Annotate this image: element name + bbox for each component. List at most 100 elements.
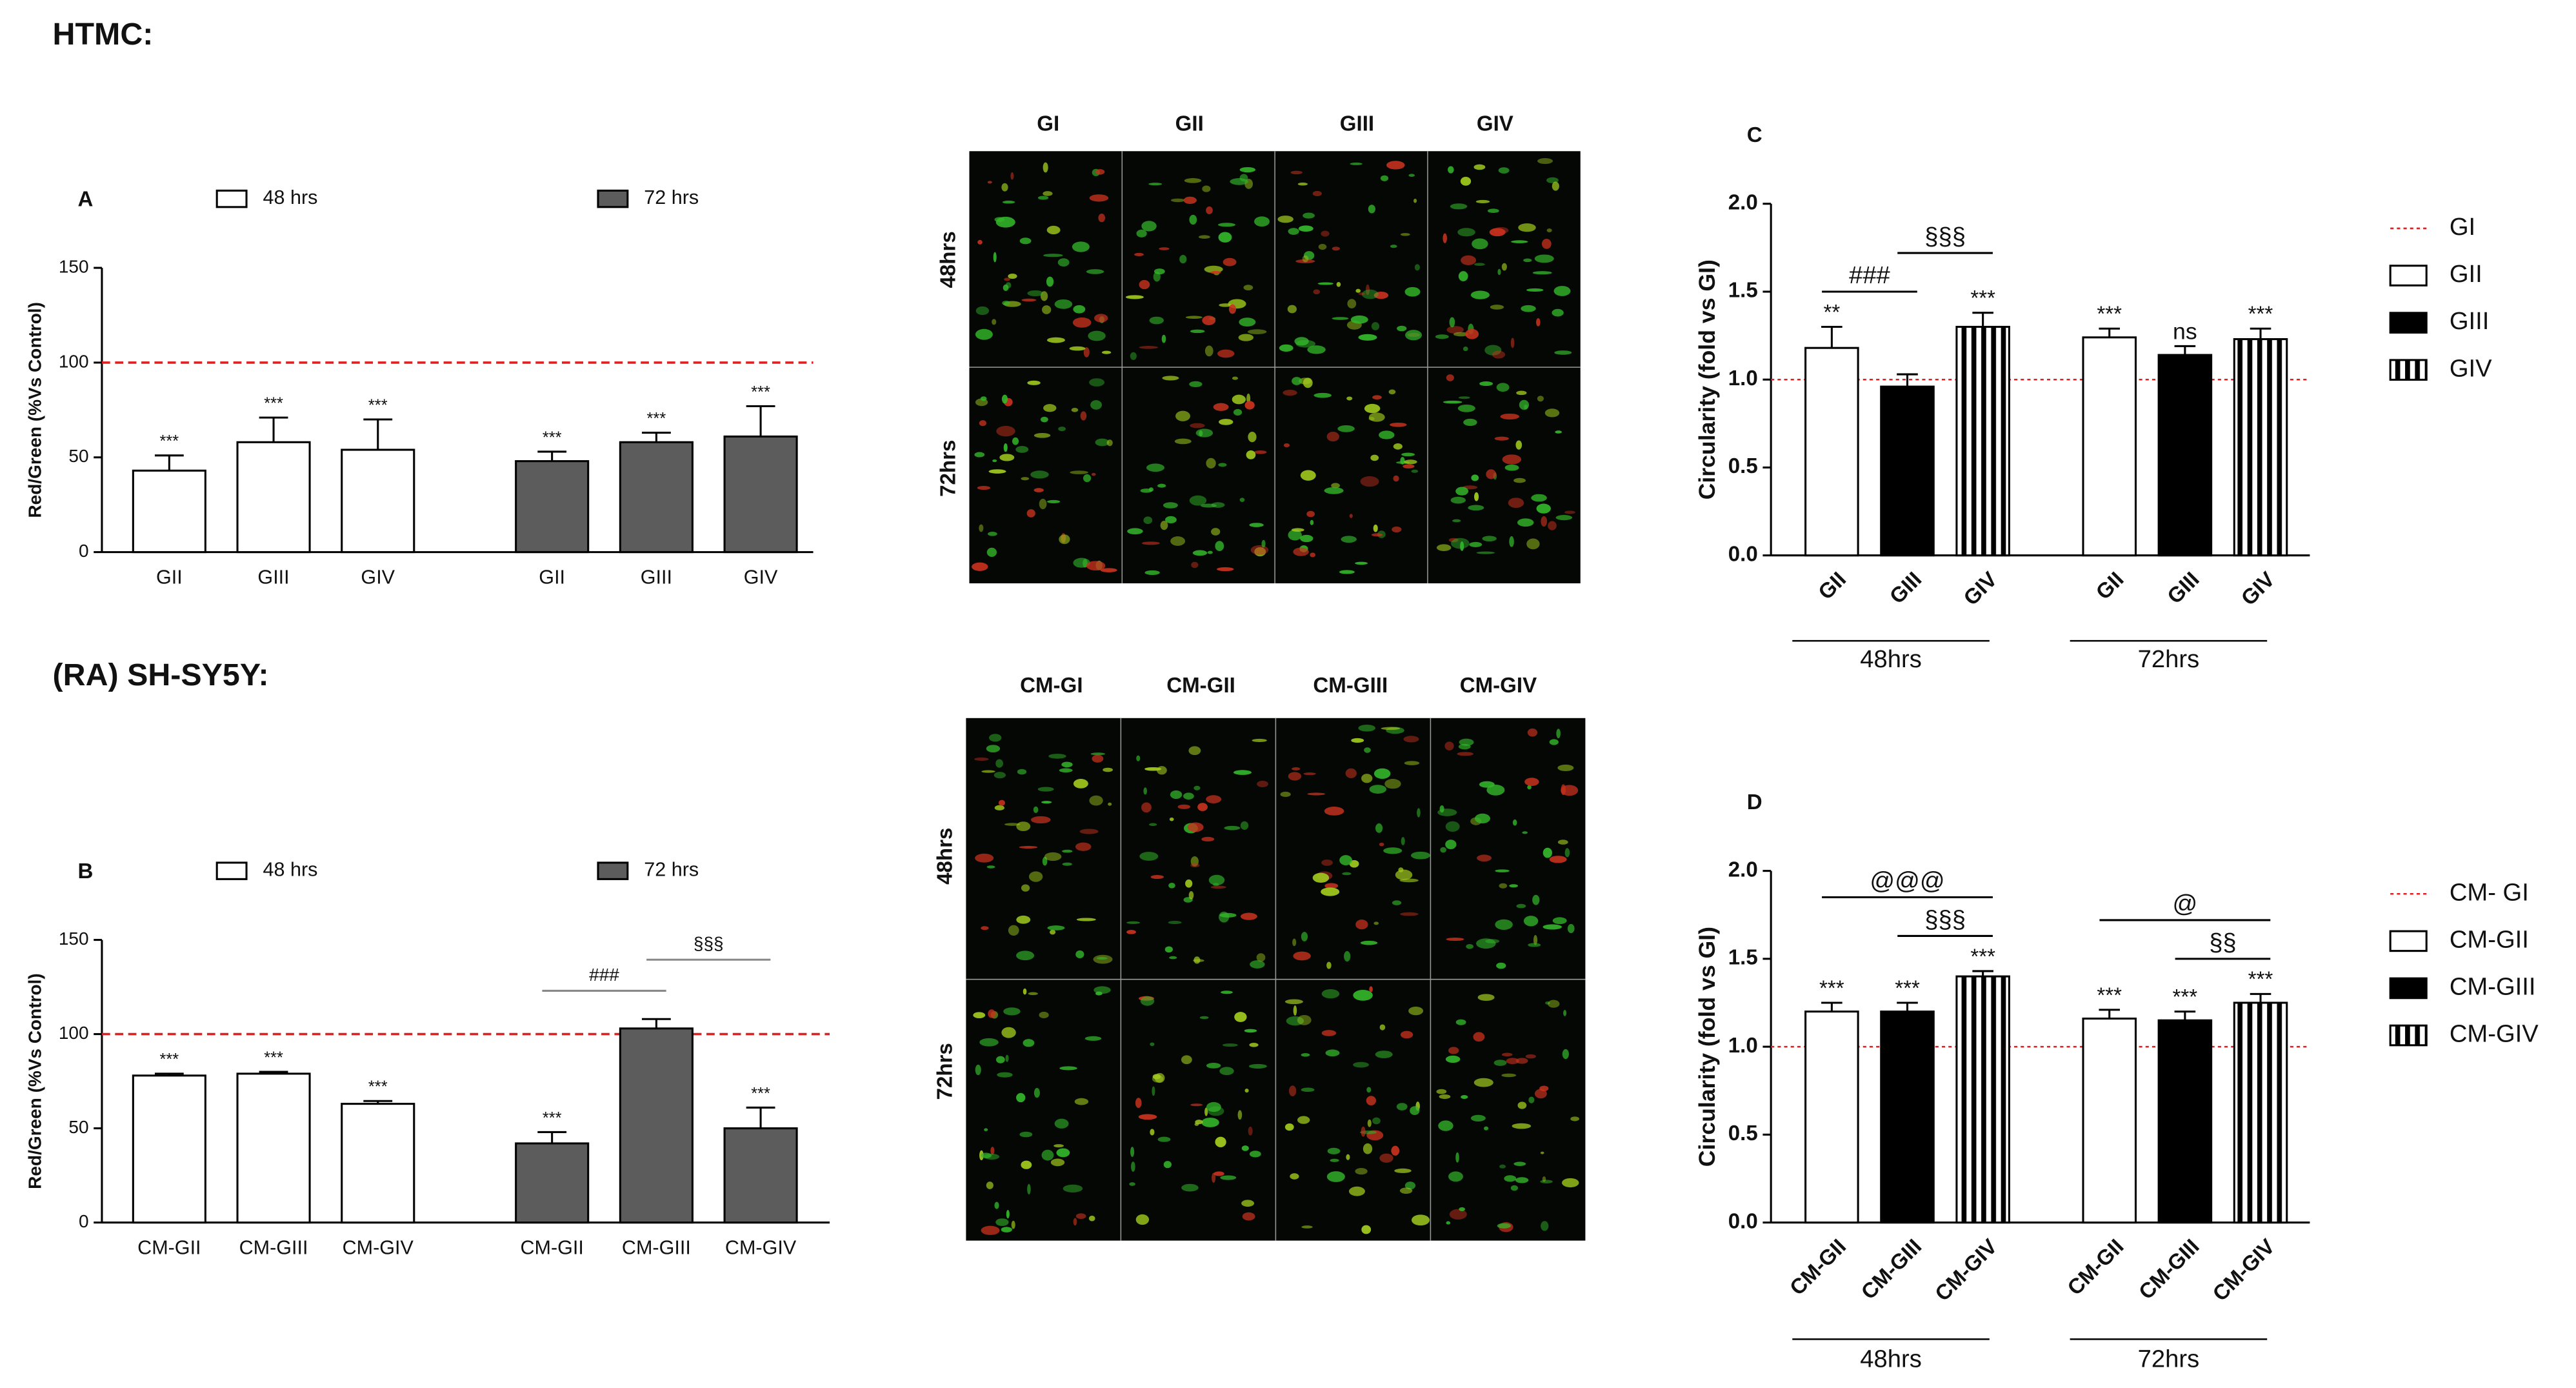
mitochondria-blob xyxy=(1324,487,1344,494)
mitochondria-blob xyxy=(1534,1089,1547,1099)
group-label: 72hrs xyxy=(2138,645,2200,673)
mitochondria-blob xyxy=(1403,464,1415,468)
mitochondria-blob xyxy=(1345,768,1357,779)
mitochondria-blob xyxy=(1162,376,1179,381)
mitochondria-blob xyxy=(989,734,1002,742)
mitochondria-blob xyxy=(1497,268,1501,276)
mitochondria-blob xyxy=(1295,259,1315,263)
mitochondria-blob xyxy=(1143,516,1153,525)
mitochondria-blob xyxy=(1360,476,1379,487)
mitochondria-blob xyxy=(1297,1116,1310,1124)
mitochondria-blob xyxy=(1455,487,1469,496)
bar xyxy=(236,441,311,554)
legend-swatch xyxy=(2389,265,2428,287)
mitochondria-blob xyxy=(1170,198,1185,203)
mitochondria-blob xyxy=(1280,791,1291,798)
micrograph-row-label: 72hrs xyxy=(934,1043,957,1100)
mitochondria-blob xyxy=(994,1202,999,1209)
mitochondria-blob xyxy=(1545,1001,1550,1005)
mitochondria-blob xyxy=(1001,183,1008,192)
x-tick-label: CM-GIV xyxy=(1931,1234,2002,1306)
error-bar xyxy=(1972,970,1993,977)
mitochondria-blob xyxy=(1096,957,1108,960)
mitochondria-blob xyxy=(1501,1073,1517,1078)
mitochondria-blob xyxy=(1136,755,1141,761)
mitochondria-blob xyxy=(1367,1119,1372,1127)
mitochondria-blob xyxy=(1371,533,1383,537)
legend-swatch xyxy=(2389,359,2428,381)
mitochondria-blob xyxy=(1437,809,1457,816)
y-tick-label: 0.0 xyxy=(1728,1209,1758,1233)
mitochondria-blob xyxy=(1144,570,1160,576)
mitochondria-blob xyxy=(1557,840,1568,845)
mitochondria-blob xyxy=(1191,561,1199,568)
legend-swatch xyxy=(597,861,629,880)
mitochondria-blob xyxy=(1361,1126,1366,1137)
mitochondria-blob xyxy=(973,1012,986,1019)
mitochondria-blob xyxy=(1461,255,1477,265)
significance-label: *** xyxy=(264,394,283,412)
bar xyxy=(1880,385,1935,557)
mitochondria-blob xyxy=(1301,1087,1315,1092)
x-tick-label: CM-GIII xyxy=(622,1236,691,1258)
mitochondria-blob xyxy=(1206,1063,1221,1069)
mitochondria-blob xyxy=(1246,393,1251,404)
mitochondria-blob xyxy=(1449,317,1455,328)
mitochondria-blob xyxy=(1361,774,1373,783)
bracket-label: ### xyxy=(1849,261,1890,289)
mitochondria-blob xyxy=(994,805,1004,810)
mitochondria-blob xyxy=(1248,431,1257,443)
mitochondria-blob xyxy=(1189,381,1203,387)
mitochondria-blob xyxy=(1379,1153,1393,1163)
micrograph-column-label: GI xyxy=(1037,112,1059,136)
mitochondria-blob xyxy=(1512,1123,1532,1129)
mitochondria-blob xyxy=(1288,772,1302,781)
mitochondria-blob xyxy=(1232,394,1246,405)
mitochondria-blob xyxy=(1199,1016,1209,1020)
mitochondria-blob xyxy=(1388,389,1396,395)
mitochondria-blob xyxy=(1168,921,1182,925)
mitochondria-blob xyxy=(1202,185,1211,192)
mitochondria-blob xyxy=(1557,764,1574,772)
mitochondria-blob xyxy=(1130,1147,1135,1157)
mitochondria-blob xyxy=(1435,334,1449,339)
mitochondria-blob xyxy=(1181,1183,1199,1192)
mitochondria-blob xyxy=(1339,855,1353,865)
y-tick-label: 0 xyxy=(79,541,89,561)
mitochondria-blob xyxy=(1108,802,1112,806)
error-bar xyxy=(746,405,775,437)
mitochondria-blob xyxy=(1548,521,1557,530)
mitochondria-blob xyxy=(1515,440,1523,450)
mitochondria-blob xyxy=(1163,502,1178,508)
mitochondria-blob xyxy=(1261,539,1266,548)
bar xyxy=(132,469,206,554)
y-axis-label: Red/Green (%Vs Control) xyxy=(25,302,45,518)
mitochondria-blob xyxy=(1489,228,1506,237)
mitochondria-blob xyxy=(1233,770,1252,775)
mitochondria-blob xyxy=(1475,813,1490,824)
significance-label: *** xyxy=(2097,983,2122,1007)
mitochondria-blob xyxy=(1213,1171,1224,1176)
mitochondria-blob xyxy=(1071,408,1079,412)
mitochondria-blob xyxy=(1190,1103,1203,1107)
mitochondria-blob xyxy=(1417,808,1421,818)
mitochondria-blob xyxy=(1019,237,1032,245)
mitochondria-blob xyxy=(1159,247,1170,250)
mitochondria-blob xyxy=(1062,862,1072,866)
mitochondria-blob xyxy=(1349,514,1353,518)
bracket-label: §§ xyxy=(2209,929,2236,956)
mitochondria-blob xyxy=(1179,254,1187,264)
legend-label: GIV xyxy=(2450,354,2492,382)
mitochondria-blob xyxy=(1526,288,1544,292)
mitochondria-blob xyxy=(1361,289,1379,299)
mitochondria-blob xyxy=(1523,258,1532,263)
group-label: 48hrs xyxy=(1860,1345,1922,1373)
mitochondria-blob xyxy=(1239,498,1245,502)
mitochondria-blob xyxy=(1001,394,1008,404)
mitochondria-blob xyxy=(1292,767,1301,771)
mitochondria-blob xyxy=(1554,350,1572,355)
mitochondria-blob xyxy=(1288,529,1302,541)
y-tick-label: 1.0 xyxy=(1728,1034,1758,1058)
mitochondria-blob xyxy=(1143,787,1148,795)
mitochondria-blob xyxy=(1100,568,1117,572)
